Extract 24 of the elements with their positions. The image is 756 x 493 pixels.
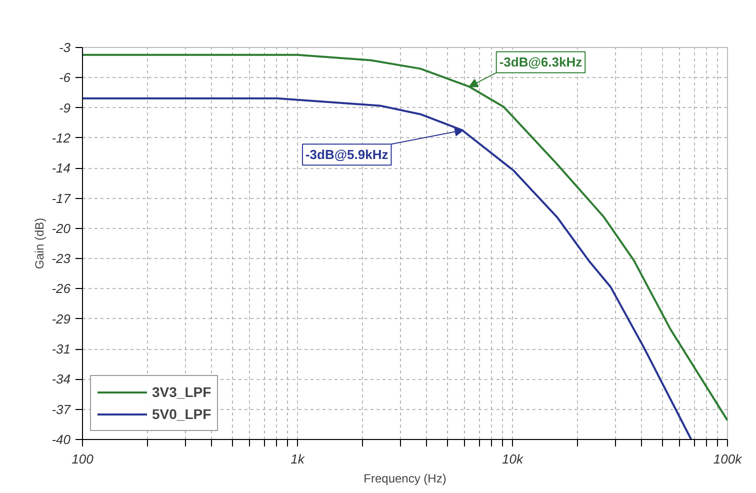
y-tick-label: -37 [52, 402, 72, 417]
y-tick-label: -12 [52, 130, 72, 146]
y-tick-label: -20 [52, 220, 72, 236]
y-tick-label: -9 [58, 100, 71, 116]
x-axis-title: Frequency (Hz) [364, 472, 446, 486]
annotation: -3dB@6.3kHz [499, 54, 583, 70]
y-tick-label: -26 [52, 281, 72, 296]
x-tick-label: 1k [290, 452, 306, 466]
y-tick-label: -23 [52, 251, 72, 266]
x-tick-label: 10k [502, 452, 524, 466]
y-tick-label: -40 [52, 432, 72, 447]
y-tick-label: -34 [52, 372, 71, 387]
legend-label: 5V0_LPF [152, 406, 212, 422]
annotation: -3dB@5.9kHz [305, 147, 389, 162]
x-tick-label: 100 [72, 452, 94, 466]
y-tick-label: -14 [52, 160, 71, 176]
y-tick-label: -6 [58, 70, 72, 86]
y-axis-title: Gain (dB) [32, 218, 47, 270]
x-tick-label: 100k [713, 452, 744, 466]
y-tick-label: -29 [52, 311, 71, 326]
y-tick-label: -3 [58, 40, 72, 55]
y-tick-label: -31 [52, 342, 71, 357]
legend-label: 3V3_LPF [152, 384, 212, 400]
y-tick-label: -17 [52, 190, 72, 206]
